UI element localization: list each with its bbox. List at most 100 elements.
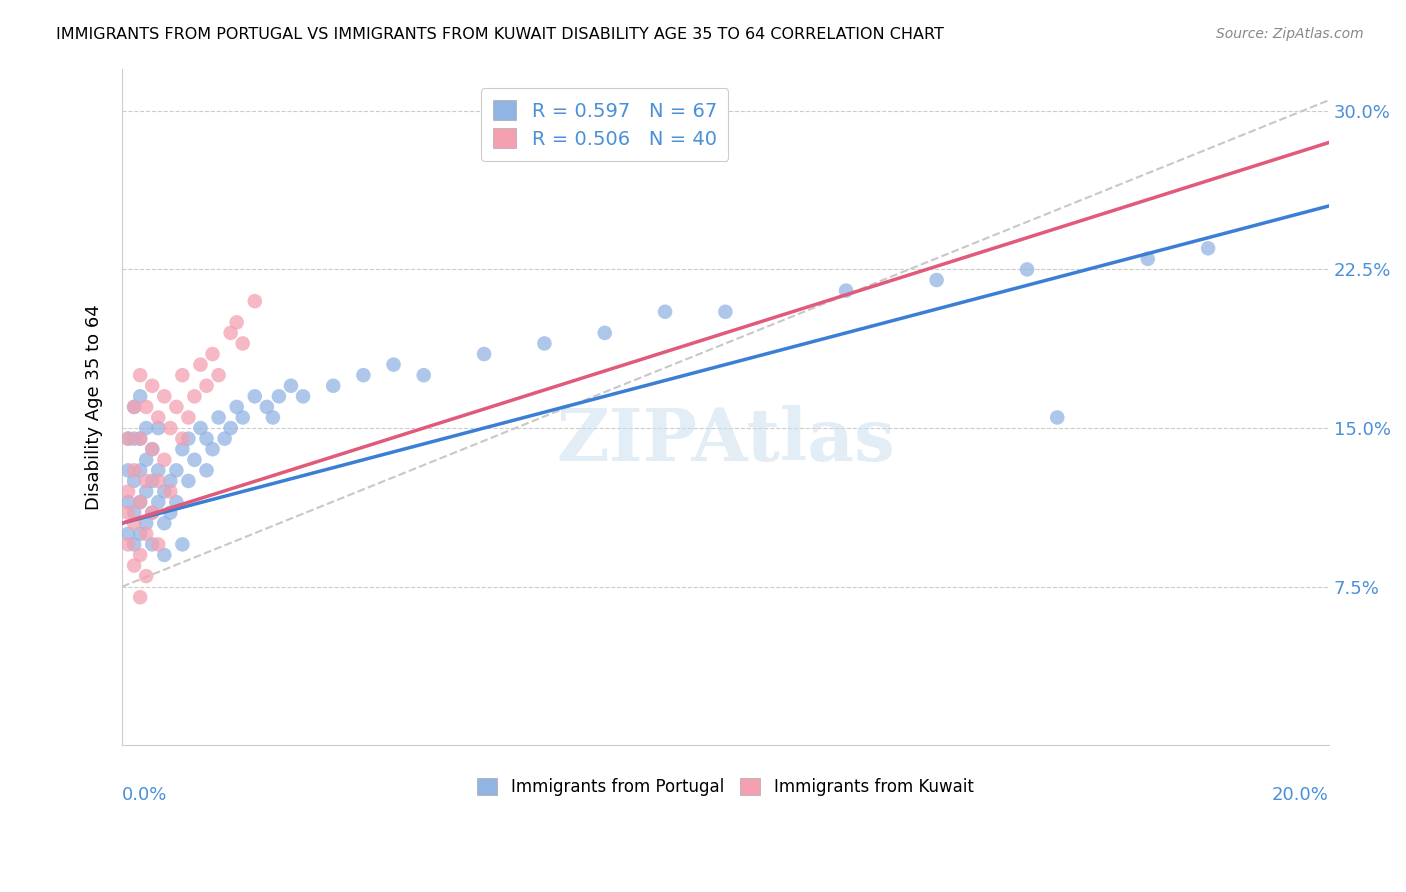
Point xyxy=(225,400,247,414)
Point xyxy=(117,526,139,541)
Point xyxy=(159,506,181,520)
Point xyxy=(201,442,224,457)
Point xyxy=(714,304,737,318)
Point xyxy=(172,368,194,383)
Point xyxy=(1017,262,1039,277)
Point xyxy=(148,421,170,435)
Point xyxy=(262,410,284,425)
Text: IMMIGRANTS FROM PORTUGAL VS IMMIGRANTS FROM KUWAIT DISABILITY AGE 35 TO 64 CORRE: IMMIGRANTS FROM PORTUGAL VS IMMIGRANTS F… xyxy=(56,27,943,42)
Point xyxy=(280,378,302,392)
Point xyxy=(148,410,170,425)
Point xyxy=(219,421,242,435)
Point xyxy=(267,389,290,403)
Point xyxy=(153,484,176,499)
Text: ZIPAtlas: ZIPAtlas xyxy=(555,405,894,476)
Point xyxy=(159,484,181,499)
Point xyxy=(148,463,170,477)
Point xyxy=(533,336,555,351)
Point xyxy=(129,432,152,446)
Point xyxy=(135,421,157,435)
Point xyxy=(925,273,948,287)
Point xyxy=(117,463,139,477)
Point xyxy=(172,537,194,551)
Point xyxy=(472,347,495,361)
Point xyxy=(654,304,676,318)
Y-axis label: Disability Age 35 to 64: Disability Age 35 to 64 xyxy=(86,304,103,510)
Point xyxy=(141,442,163,457)
Point xyxy=(122,432,145,446)
Point xyxy=(207,368,229,383)
Point xyxy=(1136,252,1159,266)
Point xyxy=(225,315,247,329)
Point xyxy=(153,516,176,531)
Point xyxy=(122,463,145,477)
Point xyxy=(122,537,145,551)
Point xyxy=(129,432,152,446)
Point xyxy=(141,506,163,520)
Text: 0.0%: 0.0% xyxy=(122,786,167,804)
Point xyxy=(165,463,187,477)
Point xyxy=(135,569,157,583)
Point xyxy=(243,294,266,309)
Point xyxy=(352,368,374,383)
Point xyxy=(141,474,163,488)
Point xyxy=(201,347,224,361)
Point xyxy=(129,495,152,509)
Point xyxy=(129,389,152,403)
Point xyxy=(177,474,200,488)
Point xyxy=(165,400,187,414)
Point xyxy=(148,495,170,509)
Point xyxy=(172,442,194,457)
Point xyxy=(382,358,405,372)
Point xyxy=(292,389,315,403)
Point xyxy=(412,368,434,383)
Point xyxy=(129,548,152,562)
Point xyxy=(141,378,163,392)
Point xyxy=(129,526,152,541)
Point xyxy=(117,506,139,520)
Point xyxy=(159,421,181,435)
Point xyxy=(135,516,157,531)
Point xyxy=(122,400,145,414)
Point xyxy=(195,463,218,477)
Point xyxy=(117,495,139,509)
Point xyxy=(135,474,157,488)
Point xyxy=(183,452,205,467)
Point xyxy=(207,410,229,425)
Point xyxy=(117,537,139,551)
Point xyxy=(190,358,212,372)
Point xyxy=(129,463,152,477)
Point xyxy=(122,516,145,531)
Point xyxy=(122,400,145,414)
Point xyxy=(243,389,266,403)
Point xyxy=(165,495,187,509)
Point xyxy=(256,400,278,414)
Point xyxy=(117,432,139,446)
Point xyxy=(177,432,200,446)
Point xyxy=(172,432,194,446)
Point xyxy=(195,432,218,446)
Point xyxy=(129,591,152,605)
Text: Source: ZipAtlas.com: Source: ZipAtlas.com xyxy=(1216,27,1364,41)
Point xyxy=(141,506,163,520)
Point xyxy=(122,506,145,520)
Point xyxy=(322,378,344,392)
Point xyxy=(153,548,176,562)
Point xyxy=(219,326,242,340)
Point xyxy=(195,378,218,392)
Point xyxy=(148,474,170,488)
Point xyxy=(153,389,176,403)
Point xyxy=(1046,410,1069,425)
Legend: Immigrants from Portugal, Immigrants from Kuwait: Immigrants from Portugal, Immigrants fro… xyxy=(468,770,981,805)
Point xyxy=(141,537,163,551)
Point xyxy=(135,526,157,541)
Point xyxy=(135,400,157,414)
Point xyxy=(835,284,858,298)
Point xyxy=(122,558,145,573)
Point xyxy=(214,432,236,446)
Point xyxy=(153,452,176,467)
Point xyxy=(232,410,254,425)
Point xyxy=(135,484,157,499)
Point xyxy=(232,336,254,351)
Point xyxy=(177,410,200,425)
